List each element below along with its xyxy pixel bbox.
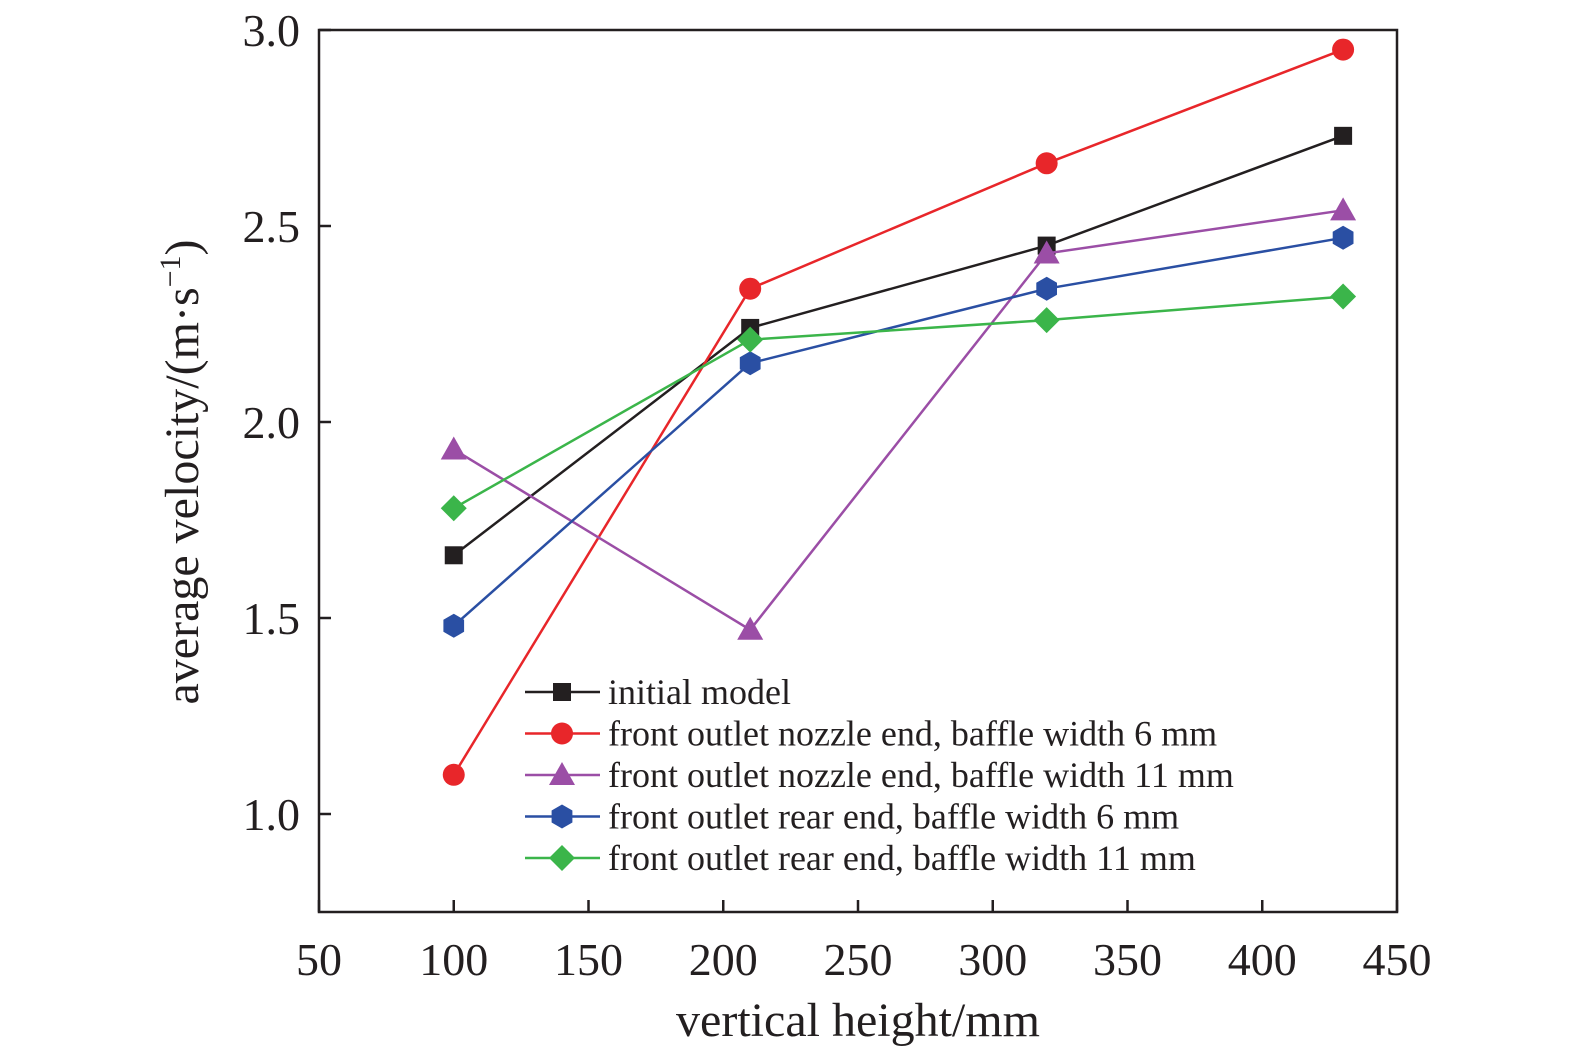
series-2 — [442, 38, 1355, 786]
legend-label: initial model — [608, 672, 791, 712]
y-tick-label: 1.0 — [243, 789, 301, 840]
x-tick-label: 250 — [824, 934, 893, 985]
y-axis-title: average velocity/(m·s−1) — [154, 239, 209, 704]
data-point — [1033, 307, 1060, 334]
series-layer — [440, 38, 1357, 786]
ticks-layer: 50 100 150 200 250 300 350 400 450 1.0 1.5 2.0 2.5 3.… — [243, 5, 1432, 985]
data-point — [1036, 276, 1057, 301]
data-point — [1334, 126, 1353, 145]
series-3 — [440, 197, 1357, 640]
data-point — [1035, 152, 1058, 175]
x-tick-label: 50 — [296, 934, 342, 985]
series-line — [453, 295, 1344, 510]
data-point — [1033, 240, 1060, 264]
legend-marker — [553, 683, 571, 701]
series-line — [453, 134, 1344, 557]
data-point — [442, 763, 465, 786]
series-4 — [443, 225, 1354, 638]
x-axis-title: vertical height/mm — [676, 994, 1040, 1047]
x-tick-label: 100 — [419, 934, 488, 985]
data-point — [739, 277, 762, 300]
series-line — [453, 209, 1344, 632]
y-tick-label: 3.0 — [243, 5, 301, 56]
y-tick-label: 2.5 — [243, 201, 301, 252]
data-point — [1330, 197, 1357, 221]
legend-marker — [551, 722, 573, 745]
x-tick-label: 450 — [1363, 934, 1432, 985]
legend-label: front outlet rear end, baffle width 11 m… — [608, 838, 1196, 878]
legend-label: front outlet nozzle end, baffle width 11… — [608, 755, 1234, 795]
data-point — [1332, 38, 1355, 61]
data-point — [737, 326, 764, 353]
x-tick-label: 300 — [958, 934, 1027, 985]
legend-label: front outlet rear end, baffle width 6 mm — [608, 797, 1179, 837]
legend-item: front outlet nozzle end, baffle width 6 … — [525, 714, 1217, 754]
data-point — [444, 546, 463, 565]
data-point — [440, 495, 467, 522]
y-axis-title-main: average velocity/(m·s — [156, 287, 209, 704]
legend-item: front outlet rear end, baffle width 11 m… — [525, 838, 1196, 878]
plot-frame — [317, 28, 1399, 914]
y-tick-label: 2.0 — [243, 397, 301, 448]
y-tick-label: 1.5 — [243, 593, 301, 644]
legend-item: front outlet nozzle end, baffle width 11… — [525, 755, 1234, 795]
x-tick-label: 150 — [554, 934, 623, 985]
data-point — [440, 436, 467, 460]
data-point — [737, 616, 764, 640]
legend-marker — [551, 804, 573, 829]
data-point — [1332, 225, 1354, 250]
legend-label: front outlet nozzle end, baffle width 6 … — [608, 714, 1217, 754]
legend-item: initial model — [525, 672, 791, 712]
legend-item: front outlet rear end, baffle width 6 mm — [525, 797, 1179, 837]
data-point — [1330, 283, 1357, 310]
series-1 — [444, 126, 1353, 565]
series-5 — [440, 283, 1357, 522]
y-axis-title-close: ) — [156, 239, 209, 255]
x-tick-label: 200 — [689, 934, 758, 985]
legend-marker — [549, 762, 575, 785]
y-axis-title-superscript: −1 — [154, 255, 187, 287]
data-point — [443, 613, 465, 638]
data-point — [739, 351, 761, 376]
legend-marker — [549, 845, 575, 871]
series-line — [452, 48, 1344, 776]
x-tick-label: 350 — [1093, 934, 1162, 985]
x-tick-label: 400 — [1228, 934, 1297, 985]
series-line — [452, 236, 1344, 627]
